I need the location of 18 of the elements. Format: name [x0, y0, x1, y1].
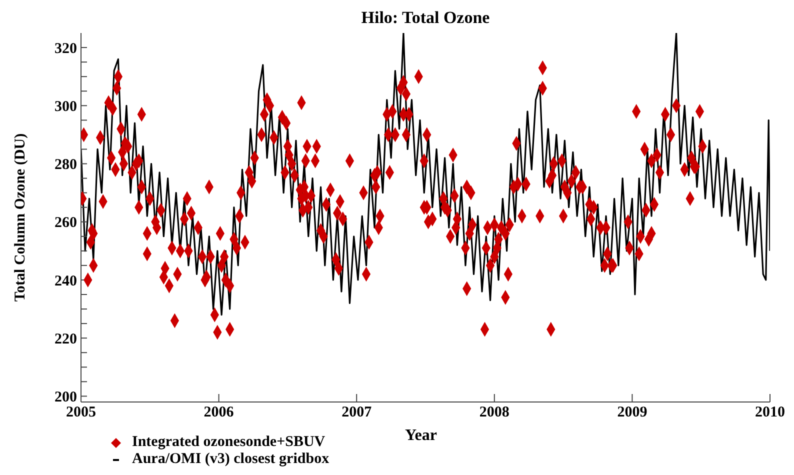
x-tick-label: 2007 — [342, 404, 372, 421]
y-tick-label: 300 — [54, 98, 77, 115]
y-axis-title: Total Column Ozone (DU) — [12, 133, 28, 302]
x-tick-label: 2009 — [617, 404, 648, 421]
y-tick-label: 220 — [54, 331, 77, 348]
chart-title: Hilo: Total Ozone — [360, 8, 491, 28]
x-tick-label: 2010 — [755, 404, 785, 421]
y-tick-label: 320 — [54, 40, 77, 57]
y-tick-label: 280 — [54, 157, 77, 174]
legend-label: Aura/OMI (v3) closest gridbox — [132, 451, 330, 468]
x-axis-title: Year — [405, 427, 437, 445]
x-tick-label: 2005 — [66, 404, 96, 421]
y-tick-label: 260 — [54, 215, 77, 232]
y-tick-label: 240 — [54, 273, 77, 290]
x-tick-label: 2006 — [204, 404, 234, 421]
x-tick-label: 2008 — [479, 404, 510, 421]
y-tick-label: 200 — [54, 390, 77, 406]
legend-label: Integrated ozonesonde+SBUV — [132, 434, 326, 451]
